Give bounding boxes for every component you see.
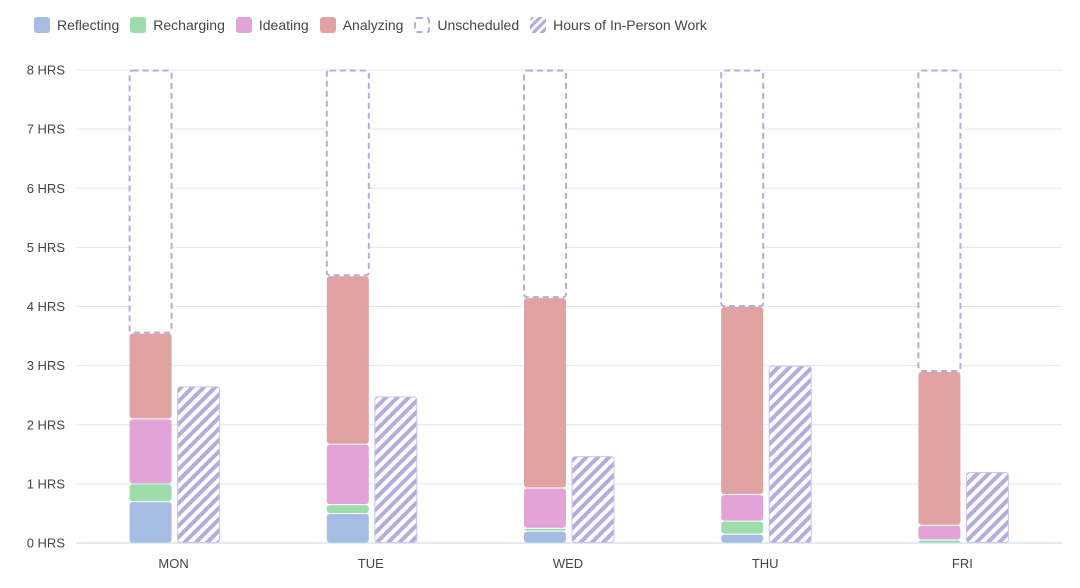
legend-item-analyzing[interactable]: Analyzing bbox=[319, 17, 404, 33]
bar-recharging[interactable] bbox=[326, 505, 369, 513]
bar-in-person-work[interactable] bbox=[965, 472, 1009, 543]
legend-label-recharging: Recharging bbox=[153, 17, 225, 33]
bar-unscheduled[interactable] bbox=[325, 69, 370, 277]
y-tick-label: 4 HRS bbox=[27, 299, 66, 314]
legend-item-reflecting[interactable]: Reflecting bbox=[34, 17, 119, 33]
legend-label-unscheduled: Unscheduled bbox=[437, 17, 520, 33]
bar-analyzing[interactable] bbox=[524, 298, 566, 488]
chart-legend: Reflecting Recharging Ideating Analyzing… bbox=[34, 17, 718, 33]
y-tick-label: 8 HRS bbox=[27, 63, 66, 78]
legend-swatch-in-person-work bbox=[530, 17, 547, 33]
bar-ideating[interactable] bbox=[524, 488, 566, 528]
legend-swatch-ideating bbox=[235, 17, 252, 33]
bar-ideating[interactable] bbox=[721, 495, 764, 521]
bar-unscheduled[interactable] bbox=[917, 69, 962, 373]
bar-recharging[interactable] bbox=[524, 528, 566, 531]
y-tick-label: 3 HRS bbox=[27, 358, 66, 373]
bar-recharging[interactable] bbox=[918, 540, 961, 543]
bar-analyzing[interactable] bbox=[129, 333, 172, 419]
y-tick-label: 5 HRS bbox=[27, 240, 66, 255]
x-tick-label: WED bbox=[553, 556, 583, 571]
bar-in-person-work[interactable] bbox=[374, 396, 418, 543]
legend-swatch-recharging bbox=[130, 17, 147, 33]
legend-label-reflecting: Reflecting bbox=[57, 17, 120, 33]
legend-swatch-unscheduled bbox=[414, 17, 431, 33]
bar-analyzing[interactable] bbox=[326, 276, 369, 444]
bar-ideating[interactable] bbox=[918, 525, 961, 540]
x-tick-label: THU bbox=[752, 556, 779, 571]
y-tick-label: 6 HRS bbox=[27, 181, 66, 196]
y-tick-label: 2 HRS bbox=[27, 417, 66, 432]
legend-item-recharging[interactable]: Recharging bbox=[130, 17, 225, 33]
y-tick-label: 1 HRS bbox=[27, 476, 66, 491]
bar-reflecting[interactable] bbox=[326, 513, 369, 543]
y-tick-label: 7 HRS bbox=[27, 122, 66, 137]
legend-item-ideating[interactable]: Ideating bbox=[235, 17, 309, 33]
bar-recharging[interactable] bbox=[721, 521, 764, 534]
bar-unscheduled[interactable] bbox=[720, 69, 765, 307]
x-tick-label: FRI bbox=[952, 556, 973, 571]
x-tick-label: MON bbox=[158, 556, 188, 571]
x-tick-label: TUE bbox=[358, 556, 384, 571]
y-tick-label: 0 HRS bbox=[27, 536, 66, 551]
legend-item-unscheduled[interactable]: Unscheduled bbox=[414, 17, 519, 33]
bar-analyzing[interactable] bbox=[918, 372, 961, 525]
bar-analyzing[interactable] bbox=[721, 307, 764, 495]
legend-label-analyzing: Analyzing bbox=[342, 17, 404, 33]
legend-swatch-analyzing bbox=[319, 17, 336, 33]
legend-item-in-person-work[interactable]: Hours of In-Person Work bbox=[530, 17, 707, 33]
bar-unscheduled[interactable] bbox=[523, 69, 567, 299]
bar-in-person-work[interactable] bbox=[571, 456, 615, 543]
bar-reflecting[interactable] bbox=[129, 502, 172, 543]
bar-ideating[interactable] bbox=[129, 419, 172, 484]
legend-swatch-reflecting bbox=[34, 17, 50, 33]
legend-label-in-person-work: Hours of In-Person Work bbox=[553, 17, 707, 33]
bar-reflecting[interactable] bbox=[524, 531, 566, 543]
bar-recharging[interactable] bbox=[129, 484, 172, 502]
bar-unscheduled[interactable] bbox=[128, 69, 173, 334]
bar-reflecting[interactable] bbox=[721, 534, 764, 543]
bar-in-person-work[interactable] bbox=[768, 365, 812, 543]
legend-label-ideating: Ideating bbox=[258, 17, 309, 33]
bar-in-person-work[interactable] bbox=[177, 386, 221, 543]
bar-ideating[interactable] bbox=[326, 444, 369, 505]
